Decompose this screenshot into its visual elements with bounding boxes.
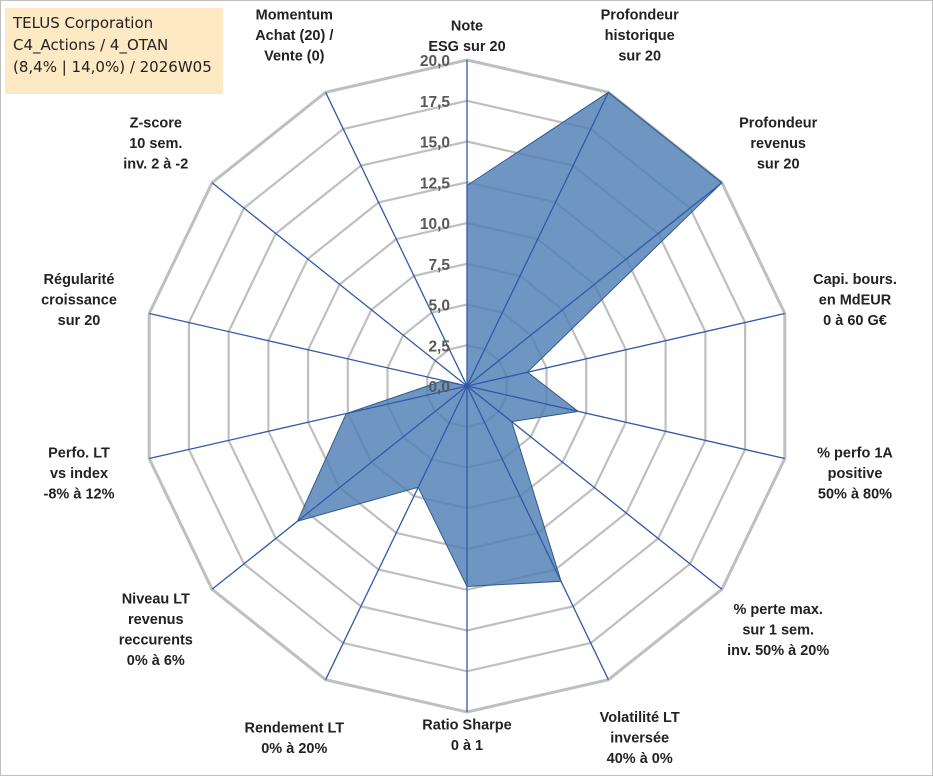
axis-label-6-line-2: 40% à 0% [607, 751, 673, 767]
axis-label-13-line-0: Momentum [256, 7, 333, 23]
axis-label-9: Niveau LT revenus reccurents 0% à 6% [119, 592, 193, 670]
axis-label-9-line-0: Niveau LT [122, 592, 190, 608]
title-company: TELUS Corporation [13, 14, 154, 32]
axis-label-3: Capi. bours. en MdEUR 0 à 60 G€ [813, 272, 897, 329]
data-area-layer [296, 91, 723, 588]
tick-label-5: 12,5 [420, 175, 451, 192]
axis-label-10-line-2: -8% à 12% [44, 487, 115, 503]
axis-label-7-line-0: Ratio Sharpe [422, 718, 511, 734]
spoke-11 [149, 312, 468, 387]
title-box: TELUS Corporation C4_Actions / 4_OTAN (8… [5, 8, 223, 94]
axis-label-3-line-1: en MdEUR [819, 293, 892, 309]
axis-label-3-line-2: 0 à 60 G€ [823, 313, 887, 329]
axis-label-6: Volatilité LT inversée 40% à 0% [600, 710, 680, 767]
axis-label-7-line-1: 0 à 1 [451, 738, 483, 754]
axis-label-4-line-0: % perfo 1A [817, 446, 893, 462]
tick-label-1: 2,5 [428, 338, 450, 355]
spoke-12 [211, 182, 468, 387]
axis-label-11: Régularité croissance sur 20 [41, 272, 117, 329]
axis-label-4-line-1: positive [828, 466, 883, 482]
axis-label-9-line-1: revenus [128, 612, 184, 628]
tick-label-4: 10,0 [420, 216, 450, 233]
title-category: C4_Actions / 4_OTAN [13, 36, 169, 54]
axis-label-1-line-0: Profondeur [601, 7, 679, 23]
axis-label-13-line-1: Achat (20) / [255, 28, 333, 44]
tick-label-layer: 0,0 2,5 5,0 7,5 10,0 12,5 15,0 17,5 20,0 [420, 53, 451, 396]
tick-label-6: 15,0 [420, 135, 450, 152]
axis-label-10-line-0: Perfo. LT [48, 446, 110, 462]
axis-label-11-line-0: Régularité [44, 272, 115, 288]
spoke-6 [466, 385, 609, 680]
axis-label-3-line-0: Capi. bours. [813, 272, 897, 288]
spoke-3 [466, 312, 785, 387]
spoke-13 [325, 92, 468, 387]
tick-label-3: 7,5 [428, 257, 450, 274]
axis-label-12-line-0: Z-score [130, 116, 182, 132]
axis-label-1-line-2: sur 20 [618, 48, 661, 64]
axis-label-4-line-2: 50% à 80% [818, 487, 892, 503]
tick-label-2: 5,0 [428, 298, 450, 315]
tick-label-0: 0,0 [428, 379, 450, 396]
axis-label-0-line-0: Note [451, 19, 483, 35]
title-metrics: (8,4% | 14,0%) / 2026W05 [13, 58, 212, 76]
spoke-1 [466, 92, 609, 387]
axis-label-5-line-2: inv. 50% à 20% [727, 643, 829, 659]
spoke-4 [466, 385, 785, 460]
data-area [296, 91, 723, 588]
axis-label-2-line-2: sur 20 [757, 157, 800, 173]
axis-label-4: % perfo 1A positive 50% à 80% [817, 446, 893, 503]
spoke-5 [466, 385, 723, 590]
axis-label-10: Perfo. LT vs index -8% à 12% [44, 446, 115, 503]
axis-label-6-line-1: inversée [610, 731, 669, 747]
axis-label-11-line-1: croissance [41, 293, 117, 309]
axis-label-8-line-0: Rendement LT [244, 720, 344, 736]
spoke-9 [211, 385, 468, 590]
axis-label-8: Rendement LT 0% à 20% [244, 720, 344, 757]
axis-label-2-line-0: Profondeur [739, 116, 817, 132]
spoke-10 [149, 385, 468, 460]
axis-label-2-line-1: revenus [750, 136, 806, 152]
axis-label-9-line-2: reccurents [119, 633, 193, 649]
tick-label-7: 17,5 [420, 94, 451, 111]
spoke-layer [149, 60, 785, 712]
axis-label-5-line-1: sur 1 sem. [742, 622, 814, 638]
axis-label-1-line-1: historique [605, 28, 675, 44]
axis-label-6-line-0: Volatilité LT [600, 710, 680, 726]
axis-label-layer: Note ESG sur 20 Profondeur historique sur 20… [41, 7, 897, 767]
axis-label-12-line-2: inv. 2 à -2 [123, 157, 188, 173]
axis-label-0: Note ESG sur 20 [428, 19, 505, 56]
axis-label-7: Ratio Sharpe 0 à 1 [422, 718, 511, 755]
axis-label-1: Profondeur historique sur 20 [601, 7, 679, 64]
axis-label-9-line-3: 0% à 6% [127, 653, 185, 669]
spoke-2 [466, 182, 723, 387]
axis-label-5-line-0: % perte max. [733, 602, 822, 618]
axis-label-13: Momentum Achat (20) / Vente (0) [255, 7, 333, 64]
axis-label-12: Z-score 10 sem. inv. 2 à -2 [123, 116, 188, 173]
axis-label-2: Profondeur revenus sur 20 [739, 116, 817, 173]
axis-label-5: % perte max. sur 1 sem. inv. 50% à 20% [727, 602, 829, 659]
axis-label-8-line-1: 0% à 20% [261, 741, 327, 757]
axis-label-0-line-1: ESG sur 20 [428, 39, 505, 55]
axis-label-12-line-1: 10 sem. [129, 136, 182, 152]
axis-label-13-line-2: Vente (0) [264, 48, 325, 64]
axis-label-10-line-1: vs index [50, 466, 108, 482]
axis-label-11-line-2: sur 20 [58, 313, 101, 329]
tick-label-8: 20,0 [420, 53, 450, 70]
spoke-8 [325, 385, 468, 680]
